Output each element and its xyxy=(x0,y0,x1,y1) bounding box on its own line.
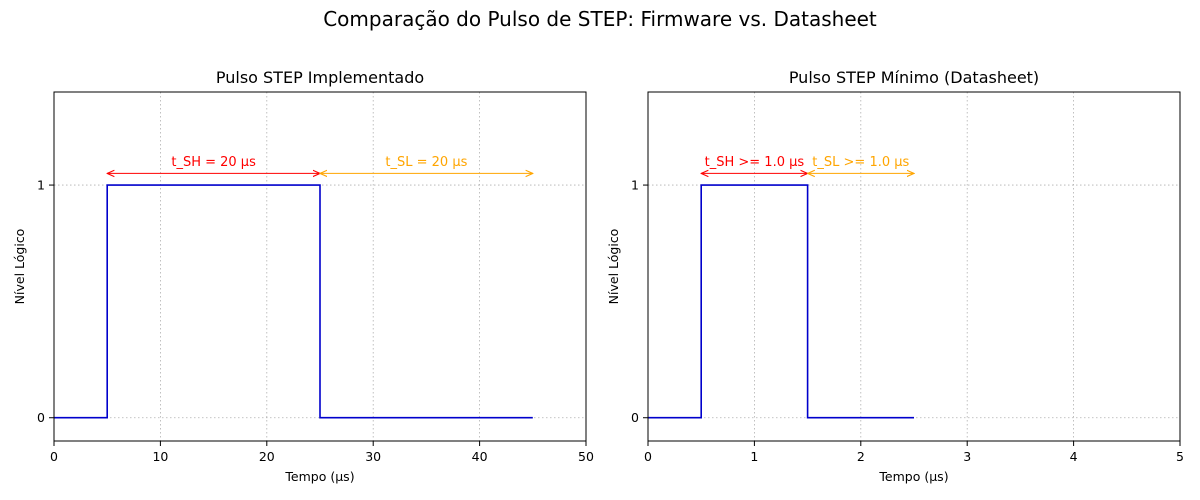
figure-suptitle: Comparação do Pulso de STEP: Firmware vs… xyxy=(323,7,877,31)
x-tick-label: 2 xyxy=(857,449,865,464)
y-axis-label: Nível Lógico xyxy=(12,229,27,305)
x-axis-label: Tempo (µs) xyxy=(878,469,948,484)
pulse-series-line xyxy=(648,184,914,419)
x-tick-label: 0 xyxy=(644,449,652,464)
x-tick-label: 1 xyxy=(750,449,758,464)
chart-title: Pulso STEP Mínimo (Datasheet) xyxy=(789,68,1039,87)
pulse-series-line xyxy=(54,184,533,419)
y-axis-label: Nível Lógico xyxy=(606,229,621,305)
x-tick-label: 40 xyxy=(472,449,488,464)
y-tick-label: 0 xyxy=(37,410,45,425)
x-tick-label: 0 xyxy=(50,449,58,464)
x-tick-label: 10 xyxy=(152,449,168,464)
x-tick-label: 4 xyxy=(1070,449,1078,464)
x-tick-label: 50 xyxy=(578,449,594,464)
chart-title: Pulso STEP Implementado xyxy=(216,68,424,87)
x-axis-label: Tempo (µs) xyxy=(284,469,354,484)
x-tick-label: 20 xyxy=(259,449,275,464)
annotation-label: t_SL = 20 µs xyxy=(385,155,467,170)
y-tick-label: 1 xyxy=(631,178,639,193)
annotation-label: t_SL >= 1.0 µs xyxy=(812,155,909,170)
x-tick-label: 5 xyxy=(1176,449,1184,464)
charts-layer: t_SH = 20 µs t_SL = 20 µs0 10 20 30 40 5001Pul… xyxy=(12,68,1184,484)
chart-panel-2: t_SH >= 1.0 µs t_SL >= 1.0 µs 0 1 2 3 4 5 0 1 Puls… xyxy=(606,68,1184,484)
axes-frame xyxy=(53,91,587,442)
y-tick-label: 0 xyxy=(631,410,639,425)
axes-frame xyxy=(647,91,1181,442)
x-tick-label: 30 xyxy=(365,449,381,464)
annotation-label: t_SH = 20 µs xyxy=(171,155,256,170)
y-tick-label: 1 xyxy=(37,178,45,193)
chart-panel-1: t_SH = 20 µs t_SL = 20 µs 0 10 20 30 40 50 0 1 Pul… xyxy=(12,68,594,484)
x-tick-label: 3 xyxy=(963,449,971,464)
annotation-label: t_SH >= 1.0 µs xyxy=(705,155,805,170)
